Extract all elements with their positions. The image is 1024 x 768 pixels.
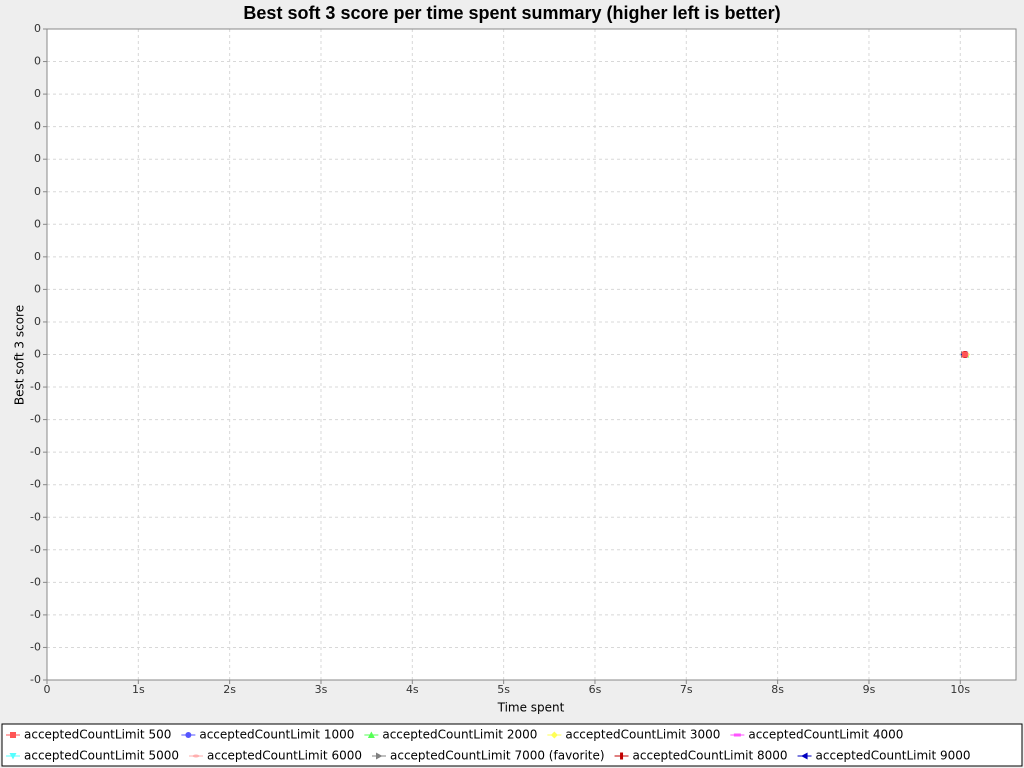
y-tick-label: -0 [30, 445, 41, 458]
legend-label: acceptedCountLimit 2000 [382, 728, 537, 742]
y-tick-label: 0 [34, 217, 41, 230]
x-tick-label: 9s [863, 683, 876, 696]
y-tick-label: 0 [34, 152, 41, 165]
y-tick-label: 0 [34, 87, 41, 100]
x-tick-label: 0 [44, 683, 51, 696]
y-tick-label: 0 [34, 315, 41, 328]
y-tick-label: 0 [34, 22, 41, 35]
marker [733, 733, 741, 737]
x-tick-label: 4s [406, 683, 419, 696]
x-tick-label: 1s [132, 683, 145, 696]
plot-border [46, 28, 1017, 681]
y-tick-label: 0 [34, 55, 41, 68]
y-tick-label: -0 [30, 413, 41, 426]
plot-area [47, 29, 1016, 680]
y-tick-label: 0 [34, 185, 41, 198]
y-axis-label: Best soft 3 score [13, 305, 27, 405]
x-tick-label: 6s [589, 683, 602, 696]
x-tick-label: 10s [950, 683, 970, 696]
y-tick-label: -0 [30, 380, 41, 393]
legend-label: acceptedCountLimit 500 [24, 728, 171, 742]
legend-label: acceptedCountLimit 3000 [565, 728, 720, 742]
y-tick-label: -0 [30, 608, 41, 621]
marker [192, 754, 200, 758]
y-tick-label: -0 [30, 510, 41, 523]
y-tick-label: 0 [34, 282, 41, 295]
legend-label: acceptedCountLimit 6000 [207, 749, 362, 763]
marker [801, 752, 808, 760]
x-tick-label: 7s [680, 683, 693, 696]
marker [550, 731, 558, 739]
y-tick-label: -0 [30, 640, 41, 653]
y-tick-label: 0 [34, 120, 41, 133]
marker [961, 351, 968, 358]
legend [1, 723, 1023, 767]
y-tick-label: -0 [30, 575, 41, 588]
x-tick-label: 8s [771, 683, 784, 696]
x-tick-label: 5s [497, 683, 510, 696]
y-tick-label: 0 [34, 348, 41, 361]
x-tick-label: 2s [223, 683, 236, 696]
marker [367, 731, 375, 738]
marker [376, 752, 383, 760]
marker [9, 753, 17, 760]
marker [10, 732, 16, 738]
chart-title: Best soft 3 score per time spent summary… [243, 3, 780, 23]
legend-label: acceptedCountLimit 4000 [748, 728, 903, 742]
y-tick-label: -0 [30, 673, 41, 686]
y-tick-label: 0 [34, 250, 41, 263]
legend-label: acceptedCountLimit 7000 (favorite) [390, 749, 605, 763]
x-tick-label: 3s [315, 683, 328, 696]
marker [620, 752, 624, 760]
legend-label: acceptedCountLimit 1000 [199, 728, 354, 742]
legend-label: acceptedCountLimit 8000 [633, 749, 788, 763]
y-tick-label: -0 [30, 478, 41, 491]
marker [185, 732, 192, 738]
legend-label: acceptedCountLimit 9000 [816, 749, 971, 763]
x-axis-label: Time spent [497, 701, 565, 715]
legend-label: acceptedCountLimit 5000 [24, 749, 179, 763]
y-tick-label: -0 [30, 543, 41, 556]
